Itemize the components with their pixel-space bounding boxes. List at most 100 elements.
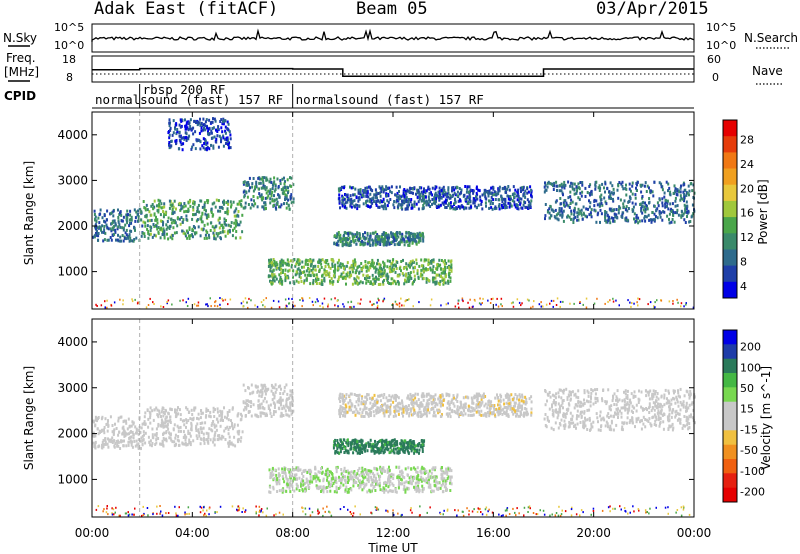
echo-cell xyxy=(679,186,682,190)
echo-cell xyxy=(587,207,589,211)
echo-cell xyxy=(444,266,446,269)
echo-cell xyxy=(442,267,445,271)
echo-cell xyxy=(586,191,589,194)
echo-cell xyxy=(364,260,367,263)
echo-cell xyxy=(166,225,169,229)
echo-cell xyxy=(272,485,275,489)
echo-cell xyxy=(416,233,419,237)
echo-cell xyxy=(387,200,390,204)
echo-cell xyxy=(404,199,407,203)
echo-cell xyxy=(223,202,225,206)
echo-cell xyxy=(142,438,145,442)
echo-cell xyxy=(284,193,287,197)
echo-cell xyxy=(383,490,386,494)
echo-speckle xyxy=(637,304,639,307)
echo-cell xyxy=(267,274,270,278)
echo-cell xyxy=(205,431,208,435)
echo-cell xyxy=(301,260,304,264)
echo-cell xyxy=(358,232,361,235)
echo-speckle xyxy=(637,297,639,300)
echo-cell xyxy=(231,406,234,410)
echo-cell xyxy=(588,199,590,203)
echo-cell xyxy=(436,273,439,277)
echo-cell xyxy=(414,467,417,471)
echo-cell xyxy=(581,217,584,221)
echo-cell xyxy=(386,278,389,282)
echo-cell xyxy=(345,243,348,247)
echo-cell xyxy=(620,182,623,186)
echo-cell xyxy=(140,447,142,450)
echo-cell xyxy=(404,467,407,471)
echo-speckle xyxy=(562,300,564,303)
echo-cell xyxy=(128,425,131,429)
echo-cell xyxy=(368,199,371,203)
echo-cell xyxy=(153,224,156,228)
echo-cell xyxy=(546,185,549,189)
echo-cell xyxy=(555,180,558,184)
echo-cell xyxy=(421,442,424,446)
echo-cell xyxy=(544,181,546,185)
echo-cell xyxy=(405,235,408,239)
echo-cell xyxy=(262,179,265,183)
echo-cell xyxy=(392,268,395,272)
echo-cell xyxy=(604,182,607,186)
echo-cell xyxy=(342,234,345,237)
echo-cell xyxy=(437,194,440,198)
echo-cell xyxy=(167,131,170,134)
echo-cell xyxy=(281,398,284,402)
echo-cell xyxy=(294,468,297,471)
echo-cell xyxy=(447,259,450,263)
echo-cell xyxy=(426,277,429,281)
echo-cell xyxy=(280,278,283,281)
echo-cell xyxy=(243,206,246,210)
echo-cell xyxy=(383,237,385,241)
echo-cell xyxy=(195,121,197,124)
echo-speckle xyxy=(214,304,216,307)
echo-cell xyxy=(101,216,104,220)
echo-cell xyxy=(269,269,272,273)
echo-cell xyxy=(434,466,437,470)
echo-speckle xyxy=(250,299,252,302)
echo-cell xyxy=(162,210,165,213)
echo-cell xyxy=(358,473,361,477)
echo-cell xyxy=(422,277,425,280)
echo-cell xyxy=(336,261,339,265)
echo-cell xyxy=(351,282,354,286)
echo-cell xyxy=(208,147,211,151)
echo-cell xyxy=(481,193,484,197)
echo-cell xyxy=(433,468,436,472)
echo-cell xyxy=(358,204,361,208)
echo-cell xyxy=(562,219,565,223)
echo-cell xyxy=(463,207,465,211)
echo-cell xyxy=(106,238,109,242)
echo-cell xyxy=(444,259,446,263)
echo-cell xyxy=(280,258,283,262)
echo-cell xyxy=(273,477,276,480)
echo-cell xyxy=(445,467,448,471)
echo-cell xyxy=(140,234,143,238)
echo-speckle xyxy=(342,303,344,306)
echo-cell xyxy=(288,486,291,490)
echo-cell xyxy=(359,479,362,483)
echo-cell xyxy=(611,184,614,188)
echo-cell xyxy=(437,487,440,491)
echo-cell xyxy=(142,430,145,434)
echo-cell xyxy=(507,197,510,201)
echo-cell xyxy=(403,481,406,485)
echo-cell xyxy=(345,440,348,444)
echo-cell xyxy=(618,205,621,209)
echo-cell xyxy=(149,416,152,420)
echo-speckle xyxy=(219,303,221,306)
echo-cell xyxy=(684,205,687,208)
echo-cell xyxy=(476,193,479,197)
echo-cell xyxy=(315,479,318,483)
echo-cell xyxy=(228,130,231,134)
echo-cell xyxy=(283,190,286,194)
echo-cell xyxy=(122,228,125,232)
echo-cell xyxy=(309,264,312,268)
echo-cell xyxy=(308,273,311,277)
echo-cell xyxy=(227,444,230,448)
echo-cell xyxy=(264,201,267,205)
echo-cell xyxy=(318,268,321,272)
echo-cell xyxy=(109,415,112,419)
